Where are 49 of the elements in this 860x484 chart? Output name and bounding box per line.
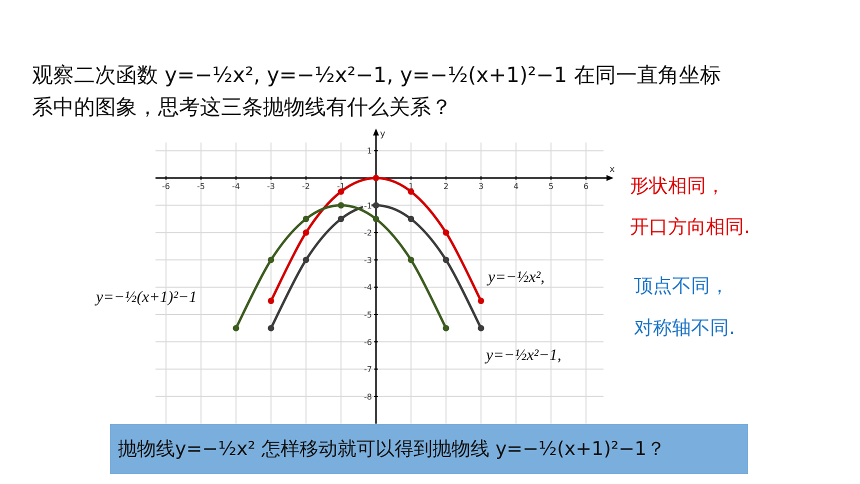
x-tick-label: -2 [302,182,310,191]
series-label: y=−½x², [486,269,545,286]
text: y=−½(x+1)²−1 [94,289,197,306]
y-axis-title: y [380,130,386,140]
point [408,216,414,222]
chart-title: 观察二次函数 y=−½x², y=−½x²−1, y=−½(x+1)²−1 在同一直角坐标系中的图象，思考这三条抛物线有什么关系？ [32,63,721,119]
point [442,324,450,332]
point [478,324,484,332]
point [372,174,380,182]
text: 对称轴不同. [634,317,736,339]
y-tick-label: -8 [364,392,372,402]
text: 形状相同， [630,175,725,197]
point [372,216,380,222]
y-tick-label: -7 [364,365,372,374]
point [338,202,344,208]
point [302,256,310,264]
x-tick-label: 3 [478,182,484,191]
point [232,324,240,332]
point [338,216,344,222]
point [302,216,310,222]
text: 抛物线y=−½x² 怎样移动就可以得到抛物线 y=−½(x+1)²−1？ [118,438,666,460]
x-tick-label: 2 [443,182,449,191]
x-tick-label: 5 [548,182,554,191]
x-tick-label: -1 [337,182,345,191]
y-tick-label: -3 [364,256,372,265]
x-tick-label: -3 [267,182,275,191]
point [408,256,414,264]
y-tick-label: -2 [364,228,372,238]
point [442,229,450,236]
x-tick-label: 4 [513,182,519,191]
x-tick-label: -6 [162,182,170,191]
x-axis-title: x [610,165,616,175]
y-tick-label: -6 [364,338,372,347]
point [478,298,484,304]
text: 顶点不同， [634,275,729,297]
x-tick-label: 6 [583,182,589,191]
point [268,256,274,264]
point [442,256,450,264]
series-label: y=−½x²−1, [484,347,562,364]
point [302,229,310,236]
point [268,324,274,332]
point [372,202,380,208]
x-tick-label: -5 [197,182,205,191]
y-tick-label: -5 [364,310,372,320]
y-tick-label: 1 [366,146,372,156]
point [268,298,274,304]
text: 开口方向相同. [630,216,750,238]
x-tick-label: -4 [232,182,240,191]
y-tick-label: -4 [364,283,372,292]
